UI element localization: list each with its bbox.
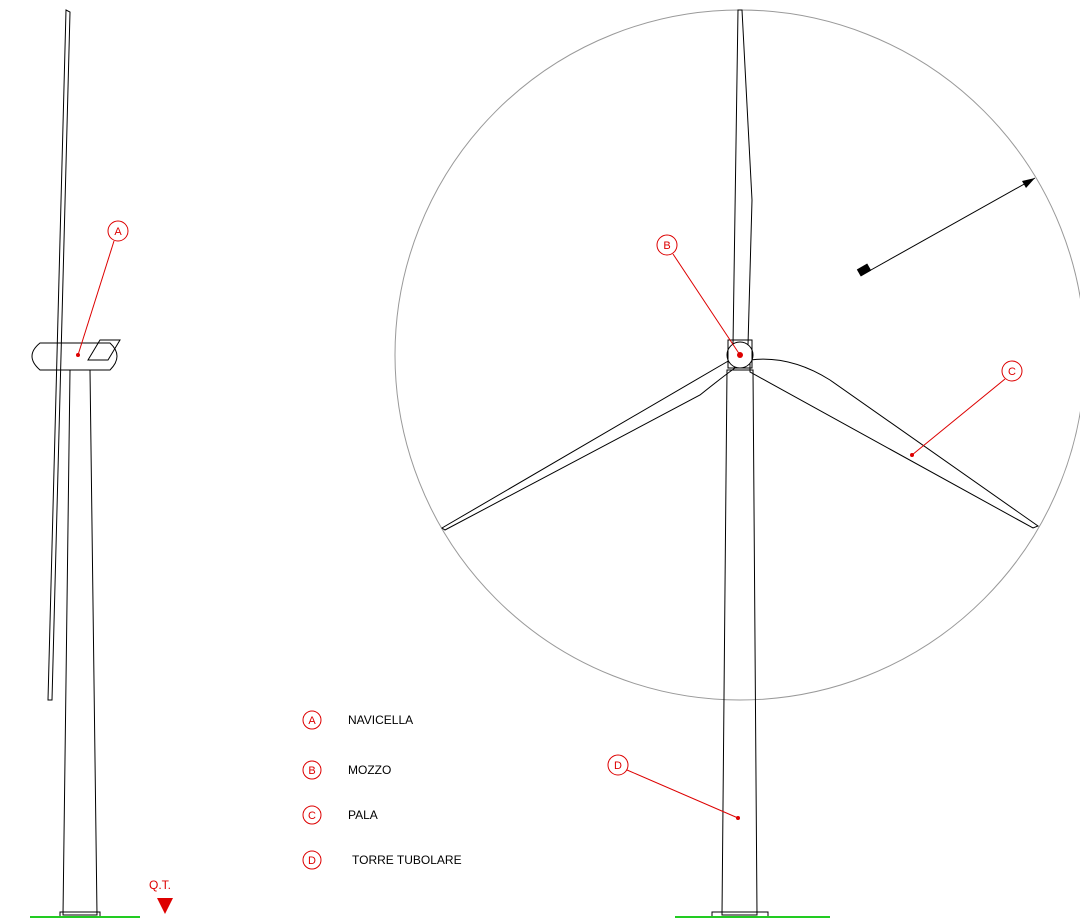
blade xyxy=(47,9,71,701)
callout-letter: D xyxy=(614,760,622,772)
callout xyxy=(1001,360,1023,382)
leader xyxy=(911,378,1006,456)
callout xyxy=(607,754,629,776)
legend-label: TORRE TUBOLARE xyxy=(352,853,462,867)
legend-letter: A xyxy=(308,715,316,727)
leader-dot xyxy=(737,352,743,358)
ground-marker xyxy=(157,898,173,914)
ground-label: Q.T. xyxy=(149,878,171,892)
dimension-line xyxy=(861,177,1036,276)
callout-letter: C xyxy=(1008,366,1016,378)
blade xyxy=(732,9,753,346)
side-view: Q.T. A xyxy=(30,9,173,918)
callout-letter: A xyxy=(114,226,122,238)
leader-dot xyxy=(910,453,914,457)
legend-letter: D xyxy=(308,855,316,867)
hub-frame xyxy=(727,339,753,369)
legend-marker xyxy=(302,710,322,730)
leader xyxy=(77,240,115,356)
nacelle xyxy=(31,342,118,371)
callout xyxy=(656,234,678,256)
legend-label: PALA xyxy=(348,808,378,822)
front-view: B C D xyxy=(394,9,1080,918)
leader xyxy=(672,253,741,356)
leader-dot xyxy=(76,353,80,357)
arrowhead xyxy=(1022,178,1035,188)
legend-label: MOZZO xyxy=(348,763,391,777)
callout-letter: B xyxy=(663,240,670,252)
tower xyxy=(721,369,758,916)
legend-letter: B xyxy=(308,765,315,777)
leader-dot xyxy=(736,816,740,820)
legend: A NAVICELLA B MOZZO C PALA D TORRE TUBOL… xyxy=(302,710,462,870)
legend-marker xyxy=(302,850,322,870)
dimension-mark xyxy=(856,263,872,277)
legend-marker xyxy=(302,760,322,780)
blade xyxy=(749,358,1040,529)
callout xyxy=(107,220,129,242)
cooler xyxy=(87,339,121,361)
legend-marker xyxy=(302,805,322,825)
leader xyxy=(626,769,739,819)
blade xyxy=(441,359,736,531)
legend-label: NAVICELLA xyxy=(348,713,413,727)
legend-letter: C xyxy=(308,810,316,822)
tower xyxy=(62,369,98,916)
